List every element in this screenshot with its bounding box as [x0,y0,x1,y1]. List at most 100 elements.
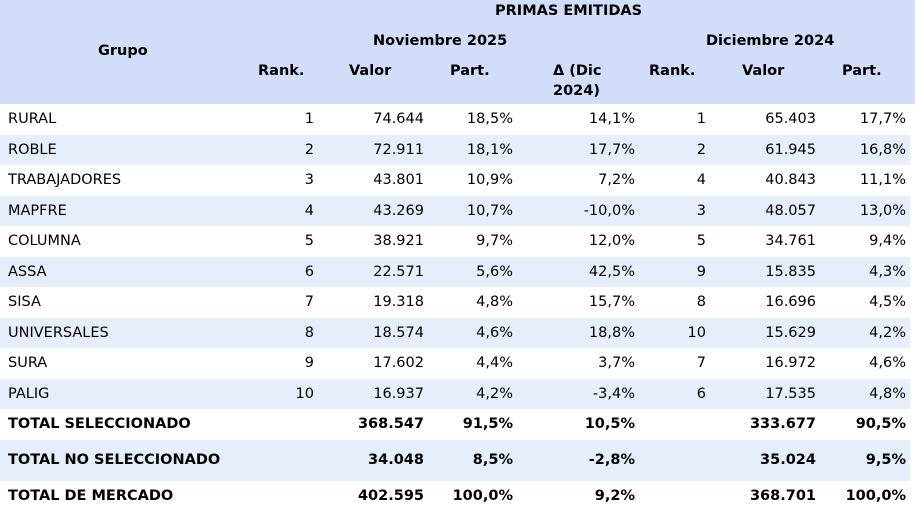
cell-valor-nov: 38.921 [373,233,424,250]
table-row: COLUMNA 5 38.921 9,7% 12,0% 5 34.761 9,4% [0,226,910,257]
cell-grupo: TOTAL NO SELECCIONADO [0,439,255,481]
cell-rank-nov: 8 [255,317,318,348]
cell-valor-nov: 17.602 [373,355,424,372]
cell-valor-nov: 18.574 [318,317,428,348]
cell-rank-dic: 2 [639,134,710,165]
col-valor-1: Valor [349,63,392,79]
total-row: TOTAL DE MERCADO 402.595 100,0% 9,2% 368.701… [0,481,910,512]
cell-rank-dic [639,439,710,481]
cell-rank-nov [255,409,318,440]
cell-delta: 10,5% [584,416,635,433]
col-valor-2: Valor [742,63,785,79]
cell-rank-dic [639,481,710,512]
table-row: SURA 9 17.602 4,4% 3,7% 7 16.972 4,6% [0,348,910,379]
cell-part-dic: 4,2% [820,317,910,348]
cell-part-dic: 4,5% [869,294,906,311]
col-grupo: Grupo [98,43,148,59]
cell-delta: 12,0% [588,233,635,250]
cell-part-dic: 90,5% [855,416,906,433]
primas-table: RURAL 1 74.644 18,5% 14,1% 1 65.403 17,7% ROBLE 2… [0,104,910,511]
table-row: PALIG 10 16.937 4,2% -3,4% 6 17.535 4,8% [0,378,910,409]
cell-valor-dic: 15.629 [710,317,820,348]
table-row: ASSA 6 22.571 5,6% 42,5% 9 15.835 4,3% [0,256,910,287]
cell-grupo: COLUMNA [8,233,81,250]
cell-rank-dic: 10 [639,317,710,348]
cell-rank-nov: 2 [255,134,318,165]
cell-rank-nov: 5 [304,233,314,250]
cell-valor-nov: 19.318 [373,294,424,311]
cell-rank-nov: 9 [304,355,314,372]
cell-rank-dic [639,409,710,440]
cell-valor-nov: 368.547 [357,416,424,433]
cell-valor-nov: 34.048 [318,439,428,481]
cell-rank-dic: 3 [639,195,710,226]
cell-rank-dic: 5 [696,233,706,250]
cell-part-nov: 9,7% [476,233,513,250]
col-rank-2: Rank. [649,63,696,79]
cell-rank-nov: 10 [255,378,318,409]
cell-valor-nov: 74.644 [373,111,424,128]
cell-part-nov: 18,5% [466,111,513,128]
period-nov-2025: Noviembre 2025 [373,33,508,49]
cell-rank-nov: 4 [255,195,318,226]
cell-valor-nov: 16.937 [318,378,428,409]
cell-grupo: TRABAJADORES [8,172,122,189]
cell-delta: 18,8% [517,317,639,348]
total-row: TOTAL SELECCIONADO 368.547 91,5% 10,5% 333.6… [0,409,910,440]
cell-part-nov: 4,2% [428,378,517,409]
cell-valor-nov: 43.801 [373,172,424,189]
col-delta-l1: Δ (Dic [553,63,602,79]
cell-valor-dic: 17.535 [710,378,820,409]
cell-part-nov: 91,5% [462,416,513,433]
cell-part-nov: 5,6% [428,256,517,287]
cell-part-dic: 17,7% [859,111,906,128]
cell-valor-dic: 65.403 [765,111,816,128]
cell-grupo: RURAL [8,111,57,128]
cell-part-dic: 16,8% [820,134,910,165]
cell-valor-nov: 72.911 [318,134,428,165]
cell-rank-nov: 3 [304,172,314,189]
cell-part-nov: 8,5% [428,439,517,481]
cell-delta: 17,7% [517,134,639,165]
cell-part-dic: 11,1% [859,172,906,189]
title: PRIMAS EMITIDAS [495,3,643,19]
cell-part-nov: 4,6% [428,317,517,348]
cell-delta: 42,5% [517,256,639,287]
cell-part-dic: 4,6% [869,355,906,372]
cell-part-dic: 13,0% [820,195,910,226]
cell-valor-dic: 368.701 [749,487,816,504]
cell-part-nov: 18,1% [428,134,517,165]
cell-part-nov: 4,4% [476,355,513,372]
table-row: UNIVERSALES 8 18.574 4,6% 18,8% 10 15.629 4,2% [0,317,910,348]
cell-grupo: TOTAL DE MERCADO [8,487,174,504]
table-row: SISA 7 19.318 4,8% 15,7% 8 16.696 4,5% [0,287,910,318]
col-delta-l2: 2024) [553,83,600,99]
cell-valor-dic: 48.057 [710,195,820,226]
table-row: MAPFRE 4 43.269 10,7% -10,0% 3 48.057 13,0% [0,195,910,226]
cell-valor-nov: 402.595 [357,487,424,504]
cell-delta: 9,2% [594,487,635,504]
cell-rank-dic: 4 [696,172,706,189]
cell-valor-dic: 333.677 [749,416,816,433]
col-part-1: Part. [450,63,490,79]
cell-part-dic: 4,3% [820,256,910,287]
cell-valor-dic: 16.696 [765,294,816,311]
table-row: TRABAJADORES 3 43.801 10,9% 7,2% 4 40.843 11,1% [0,165,910,196]
table-header: PRIMAS EMITIDAS Grupo Noviembre 2025 Dic… [0,0,915,104]
cell-valor-dic: 34.761 [765,233,816,250]
cell-part-dic: 4,8% [820,378,910,409]
cell-grupo: ASSA [0,256,255,287]
cell-valor-dic: 35.024 [710,439,820,481]
cell-grupo: TOTAL SELECCIONADO [8,416,191,433]
cell-valor-dic: 61.945 [710,134,820,165]
cell-rank-nov: 6 [255,256,318,287]
cell-grupo: SISA [8,294,41,311]
cell-rank-nov [255,481,318,512]
cell-grupo: SURA [8,355,48,372]
cell-valor-nov: 22.571 [318,256,428,287]
cell-rank-dic: 7 [696,355,706,372]
cell-delta: 7,2% [598,172,635,189]
cell-delta: -10,0% [517,195,639,226]
cell-part-dic: 9,4% [869,233,906,250]
cell-grupo: MAPFRE [0,195,255,226]
